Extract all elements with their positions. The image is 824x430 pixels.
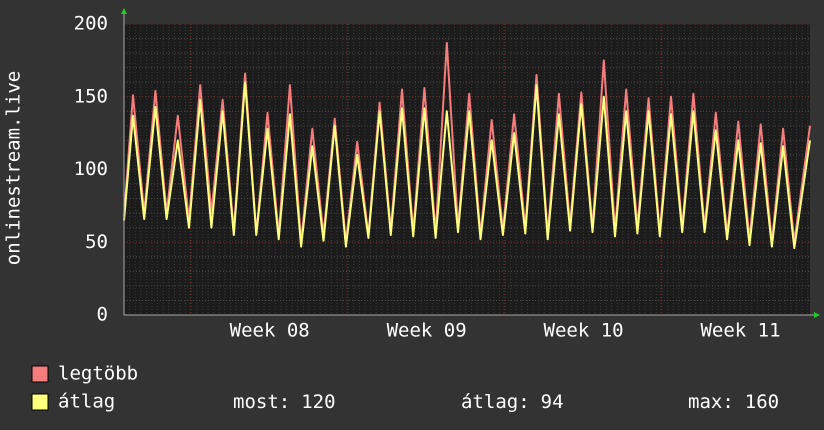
y-tick-label: 0 bbox=[97, 304, 108, 326]
stat-label: max: bbox=[688, 391, 734, 413]
axis-arrow bbox=[121, 8, 127, 14]
x-tick-label: Week 10 bbox=[544, 320, 624, 342]
stat-value: 94 bbox=[541, 391, 564, 413]
y-tick-label: 150 bbox=[74, 85, 108, 107]
x-tick-label: Week 11 bbox=[700, 320, 780, 342]
y-tick-label: 100 bbox=[74, 158, 108, 180]
stat: most: 120 bbox=[233, 391, 336, 413]
y-tick-label: 200 bbox=[74, 13, 108, 35]
y-axis-label: onlinestream.live bbox=[3, 71, 25, 265]
legend-swatch bbox=[31, 393, 49, 411]
stat-value: 160 bbox=[745, 391, 779, 413]
series-line bbox=[123, 81, 811, 250]
legend-label: átlag bbox=[58, 391, 115, 413]
x-tick-label: Week 09 bbox=[387, 320, 467, 342]
legend-swatch bbox=[31, 365, 49, 383]
stat-value: 120 bbox=[301, 391, 335, 413]
stat-label: átlag: bbox=[461, 391, 530, 413]
x-tick-label: Week 08 bbox=[230, 320, 310, 342]
stat-label: most: bbox=[233, 391, 290, 413]
stat: max: 160 bbox=[688, 391, 779, 413]
axis-arrow bbox=[814, 312, 820, 318]
y-tick-label: 50 bbox=[85, 231, 108, 253]
stat: átlag: 94 bbox=[461, 391, 564, 413]
legend-label: legtöbb bbox=[58, 363, 138, 385]
